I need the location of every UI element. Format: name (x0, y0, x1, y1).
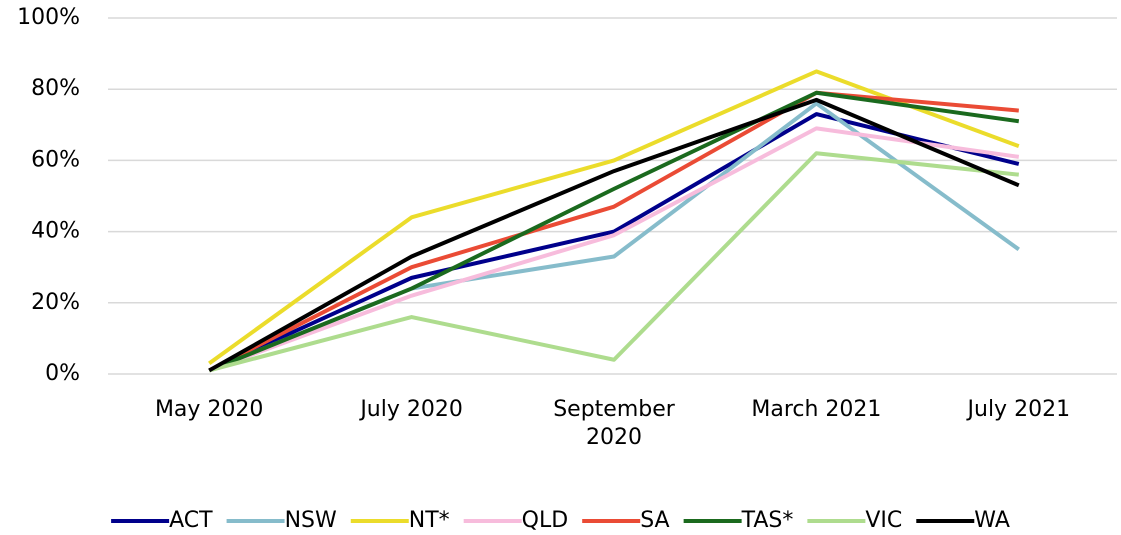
y-tick-label: 40% (31, 219, 80, 244)
legend-label: NT* (409, 508, 450, 533)
legend-label: TAS* (741, 508, 794, 533)
line-series (208, 97, 1020, 373)
x-tick-label-box: September 2020 (553, 397, 675, 450)
legend-label: QLD (522, 508, 569, 533)
x-tick-label: September 2020 (553, 397, 675, 450)
y-tick-label: 80% (31, 76, 80, 101)
line-series (208, 69, 1020, 365)
x-tick-label: July 2020 (360, 397, 463, 422)
x-tick-label: March 2021 (751, 397, 882, 422)
x-tick-label-box: May 2020 (154, 397, 264, 422)
x-tick-label-box: July 2020 (360, 397, 463, 422)
line-series (208, 126, 1020, 373)
y-tick-label: 0% (45, 361, 80, 386)
line-series (208, 151, 1020, 373)
line-series (208, 90, 1020, 373)
x-tick-label: July 2021 (967, 397, 1071, 422)
legend-label: SA (640, 508, 669, 533)
legend-label: NSW (285, 508, 337, 533)
legend: ACT NSW NT* QLD SA TAS* VIC WA (111, 508, 1010, 533)
x-tick-label-box: March 2021 (751, 397, 882, 422)
line-series (208, 112, 1020, 373)
y-tick-label: 60% (31, 147, 80, 172)
x-tick-label-box: July 2021 (967, 397, 1071, 422)
y-tick-label: 100% (17, 5, 80, 30)
x-tick-label: May 2020 (154, 397, 264, 422)
line-series (208, 90, 1019, 373)
legend-label: VIC (865, 508, 902, 533)
legend-label: WA (974, 508, 1010, 533)
y-tick-label: 20% (31, 290, 80, 315)
legend-label: ACT (169, 508, 213, 533)
